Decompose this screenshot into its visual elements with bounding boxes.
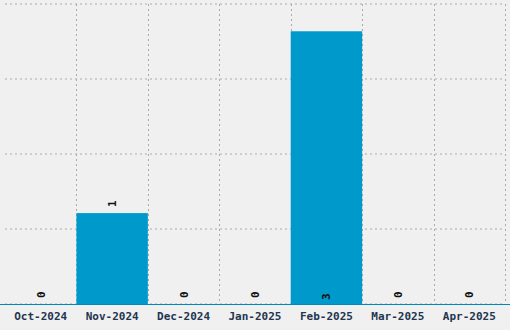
x-tick-label: Nov-2024 [86,310,139,323]
bar [219,304,290,305]
grid-line-vertical [505,4,506,304]
chart-container: Oct-2024 Nov-2024 Dec-2024 Jan-2025 Feb-2025… [0,0,510,330]
grid-line [5,4,505,5]
data-label: 1 [106,200,119,207]
x-tick-label: Jan-2025 [229,310,282,323]
bar [148,304,219,305]
bar [434,304,505,305]
bar [291,31,362,304]
x-tick-label: Feb-2025 [300,310,353,323]
x-tick-label: Apr-2025 [443,310,496,323]
grid-line-vertical [148,4,149,304]
x-tick-label: Mar-2025 [371,310,424,323]
x-axis-line [0,304,510,305]
bars [76,31,362,304]
grid-line [5,79,505,80]
data-label: 0 [392,291,405,298]
data-label: 0 [249,291,262,298]
x-tick-label: Dec-2024 [157,310,210,323]
bar [76,213,147,304]
data-label: 0 [178,291,191,298]
bar [362,304,433,305]
grid-line-vertical [362,4,363,304]
background [0,0,510,330]
chart-svg: Oct-2024 Nov-2024 Dec-2024 Jan-2025 Feb-2025… [0,0,510,330]
grid-line-vertical [434,4,435,304]
data-label: 3 [320,293,333,300]
data-label: 0 [463,291,476,298]
grid-line [5,154,505,155]
x-tick-label: Oct-2024 [14,310,67,323]
grid-line-vertical [219,4,220,304]
bar [5,304,76,305]
grid [5,4,506,304]
data-label: 0 [35,291,48,298]
